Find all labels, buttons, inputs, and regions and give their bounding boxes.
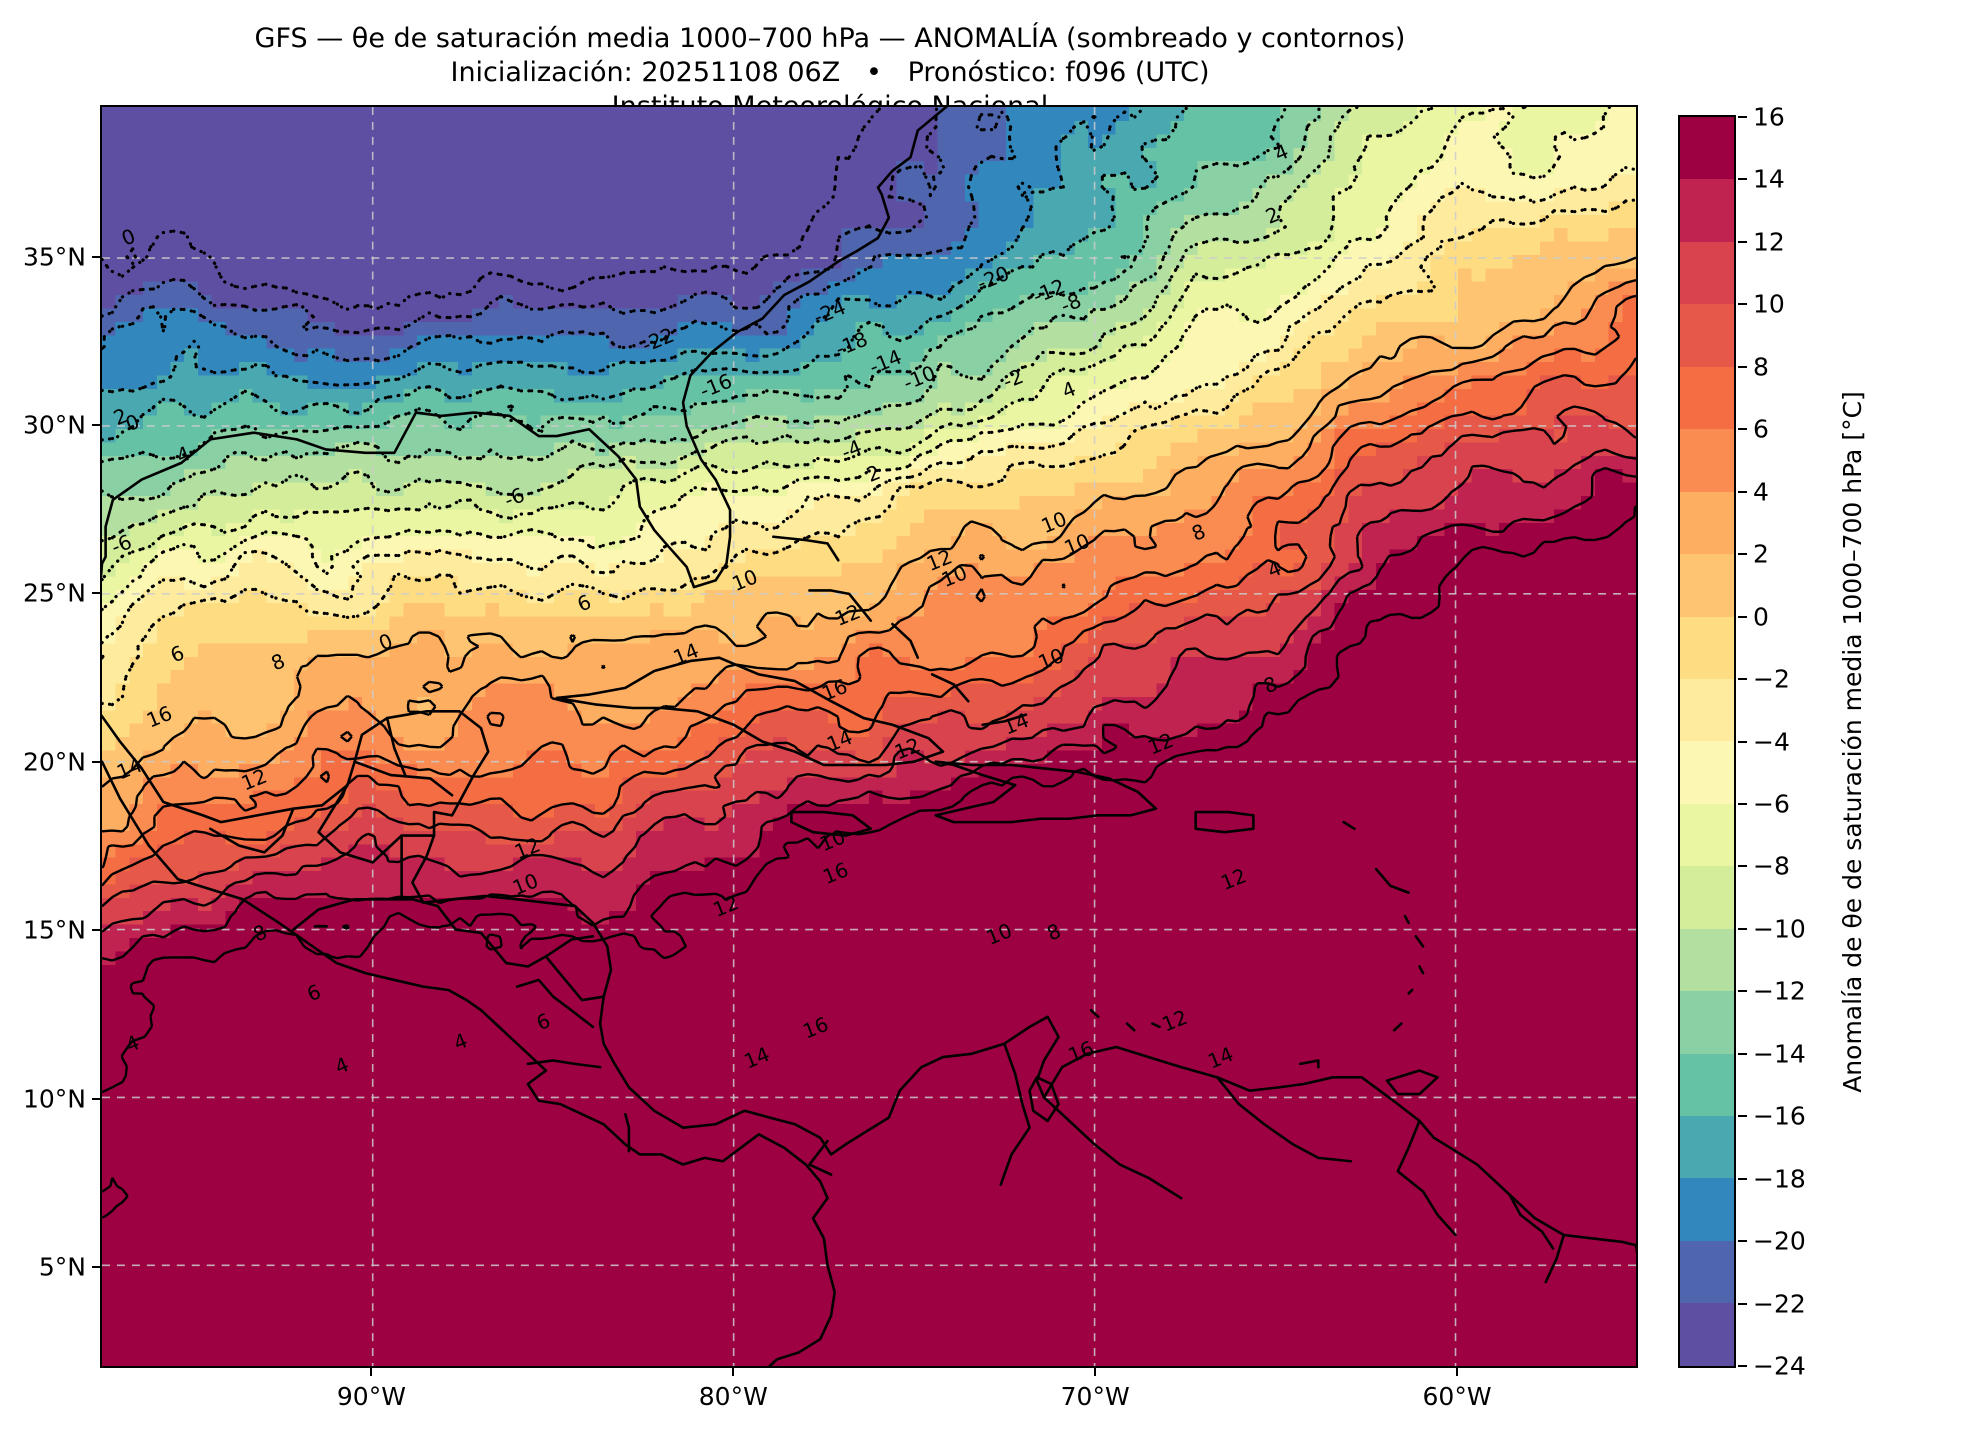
colorbar-tick xyxy=(1738,490,1747,493)
colorbar-tick xyxy=(1738,865,1747,868)
colorbar-segment xyxy=(1680,1303,1734,1366)
colorbar-tick xyxy=(1738,1302,1747,1305)
colorbar-axis-label: Anomalía de θe de saturación media 1000–… xyxy=(1838,391,1867,1093)
x-tick-mark xyxy=(370,1368,373,1376)
colorbar-tick-label: 0 xyxy=(1753,602,1769,632)
colorbar-segment xyxy=(1680,678,1734,742)
colorbar-tick xyxy=(1738,1177,1747,1180)
colorbar-segment xyxy=(1680,491,1734,555)
x-tick-label: 90°W xyxy=(336,1382,406,1411)
x-tick-label: 60°W xyxy=(1422,1382,1492,1411)
y-tick-label: 25°N xyxy=(22,578,86,608)
colorbar[interactable] xyxy=(1678,115,1736,1368)
colorbar-tick xyxy=(1738,1052,1747,1055)
colorbar-tick-label: −4 xyxy=(1753,727,1790,756)
colorbar-segment xyxy=(1680,866,1734,929)
colorbar-tick-label: 10 xyxy=(1753,289,1785,319)
colorbar-segment xyxy=(1680,1240,1734,1304)
colorbar-tick-label: 2 xyxy=(1753,539,1769,569)
y-tick-mark xyxy=(92,423,100,426)
colorbar-segment xyxy=(1680,554,1734,617)
colorbar-tick-label: −10 xyxy=(1753,914,1806,944)
colorbar-segment xyxy=(1680,241,1734,305)
colorbar-tick-label: −16 xyxy=(1753,1101,1806,1131)
y-tick-label: 20°N xyxy=(22,747,86,777)
colorbar-segment xyxy=(1680,1053,1734,1116)
y-tick-label: 10°N xyxy=(22,1084,86,1114)
colorbar-tick xyxy=(1738,615,1747,618)
colorbar-segment xyxy=(1680,429,1734,492)
colorbar-tick xyxy=(1738,990,1747,993)
y-tick-mark xyxy=(92,1265,100,1268)
colorbar-segment xyxy=(1680,803,1734,867)
y-tick-mark xyxy=(92,760,100,763)
contour-lines xyxy=(102,107,1636,1219)
colorbar-segment xyxy=(1680,179,1734,242)
colorbar-tick xyxy=(1738,802,1747,805)
y-tick-mark xyxy=(92,1097,100,1100)
colorbar-tick xyxy=(1738,678,1747,681)
coastlines xyxy=(102,107,1636,1366)
colorbar-tick xyxy=(1738,1240,1747,1243)
colorbar-tick xyxy=(1738,240,1747,243)
colorbar-segment xyxy=(1680,304,1734,367)
colorbar-segment xyxy=(1680,1116,1734,1179)
colorbar-tick-label: −14 xyxy=(1753,1039,1806,1069)
colorbar-tick-label: −8 xyxy=(1753,851,1790,881)
colorbar-segment xyxy=(1680,1178,1734,1241)
colorbar-tick-label: −20 xyxy=(1753,1226,1806,1256)
colorbar-tick-label: −24 xyxy=(1753,1351,1806,1381)
x-tick-mark xyxy=(1094,1368,1097,1376)
x-tick-mark xyxy=(732,1368,735,1376)
colorbar-tick xyxy=(1738,116,1747,118)
colorbar-tick-label: −22 xyxy=(1753,1289,1806,1319)
colorbar-tick-label: −2 xyxy=(1753,664,1790,694)
x-tick-mark xyxy=(1456,1368,1459,1376)
x-tick-label: 80°W xyxy=(698,1382,768,1411)
colorbar-tick-label: −18 xyxy=(1753,1164,1806,1194)
map-plot-area[interactable]: -24 -22 -18 -16 -20 -12 -14 -10 -8 -6 -6 -4 -2 2 4 4 2 4 6… xyxy=(100,105,1638,1368)
colorbar-tick xyxy=(1738,178,1747,181)
y-tick-mark xyxy=(92,255,100,258)
colorbar-tick xyxy=(1738,1365,1747,1367)
colorbar-tick-label: 4 xyxy=(1753,477,1769,507)
y-tick-label: 15°N xyxy=(22,915,86,945)
colorbar-segment xyxy=(1680,928,1734,992)
y-tick-mark xyxy=(92,592,100,595)
y-tick-label: 5°N xyxy=(38,1252,86,1282)
colorbar-tick xyxy=(1738,553,1747,556)
title-line-1: GFS — θe de saturación media 1000–700 hP… xyxy=(254,23,1406,54)
colorbar-tick xyxy=(1738,303,1747,306)
colorbar-segment xyxy=(1680,117,1734,180)
colorbar-tick xyxy=(1738,1115,1747,1118)
colorbar-tick-label: 6 xyxy=(1753,414,1769,444)
colorbar-tick xyxy=(1738,428,1747,431)
colorbar-tick-label: 14 xyxy=(1753,164,1785,194)
shaded-anomaly-field xyxy=(102,107,1636,1366)
colorbar-tick-label: 12 xyxy=(1753,227,1785,257)
colorbar-tick xyxy=(1738,365,1747,368)
colorbar-segment xyxy=(1680,616,1734,679)
colorbar-tick xyxy=(1738,740,1747,743)
x-tick-label: 70°W xyxy=(1060,1382,1130,1411)
title-line-2: Inicialización: 20251108 06Z • Pronóstic… xyxy=(450,57,1210,88)
colorbar-tick-label: −12 xyxy=(1753,976,1806,1006)
colorbar-segment xyxy=(1680,741,1734,804)
colorbar-tick-label: 8 xyxy=(1753,352,1769,382)
map-svg: -24-22 -18-16-20 -12-14-10-8-6-6-4-2244246… xyxy=(102,107,1636,1366)
colorbar-segment xyxy=(1680,366,1734,430)
y-tick-label: 35°N xyxy=(22,242,86,272)
colorbar-tick-label: −6 xyxy=(1753,789,1790,819)
colorbar-tick-label: 16 xyxy=(1753,102,1785,132)
y-tick-label: 30°N xyxy=(22,410,86,440)
y-tick-mark xyxy=(92,929,100,932)
colorbar-segment xyxy=(1680,991,1734,1054)
colorbar-tick xyxy=(1738,927,1747,930)
